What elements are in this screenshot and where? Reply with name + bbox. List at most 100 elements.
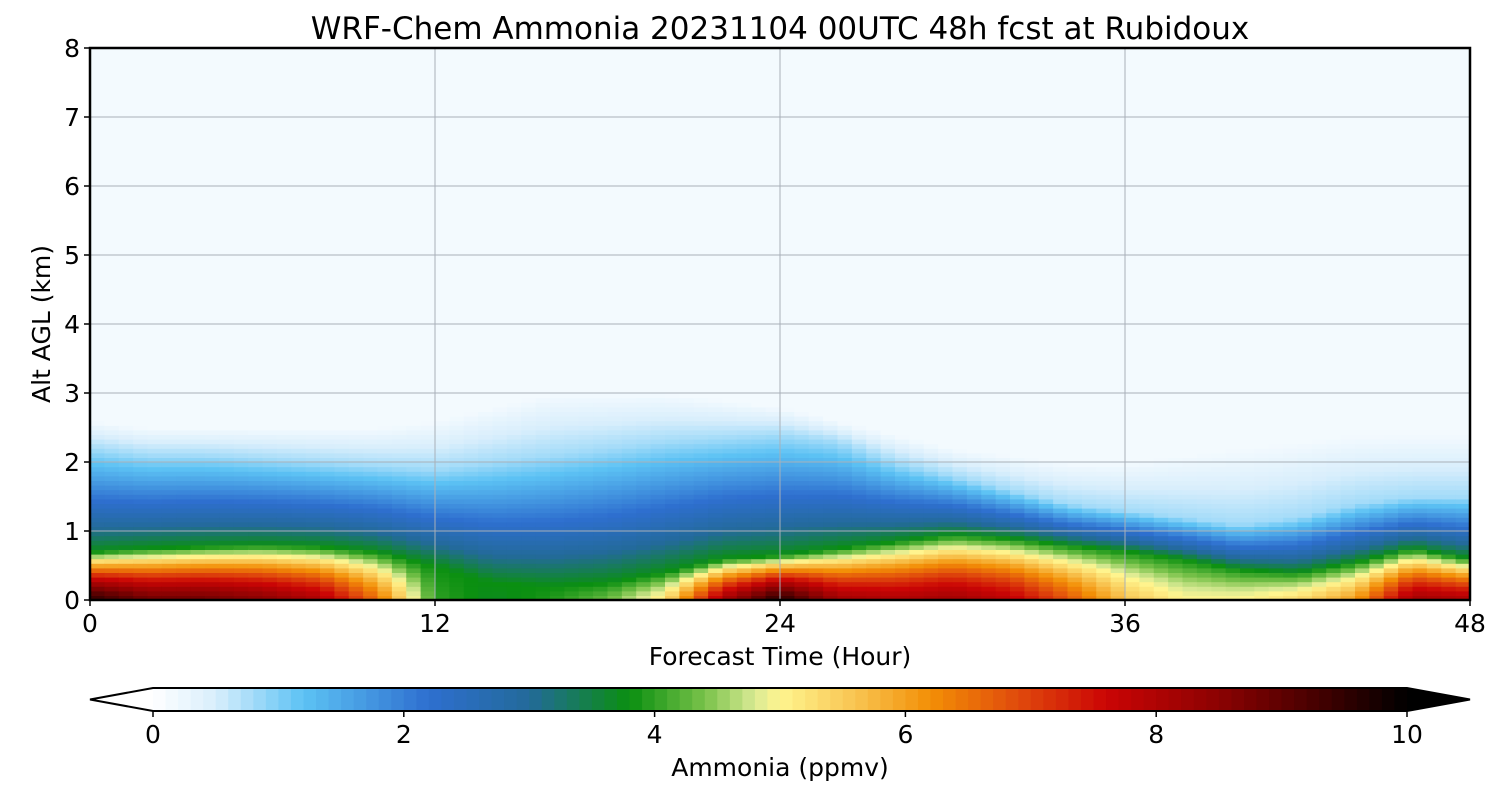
field-cell: [1441, 535, 1457, 541]
field-cell: [1168, 563, 1184, 569]
field-cell: [1426, 586, 1442, 592]
field-cell: [449, 471, 465, 477]
field-cell: [593, 485, 609, 491]
field-cell: [90, 411, 105, 417]
field-cell: [291, 434, 307, 440]
field-cell: [995, 498, 1011, 504]
field-cell: [435, 439, 450, 445]
field-cell: [521, 480, 537, 486]
field-cell: [420, 531, 436, 537]
field-cell: [463, 411, 479, 417]
field-cell: [1168, 549, 1184, 555]
field-cell: [377, 595, 393, 601]
field-cell: [1110, 420, 1126, 426]
field-cell: [1240, 393, 1255, 399]
field-cell: [420, 508, 436, 514]
field-cell: [880, 462, 896, 468]
field-cell: [348, 540, 364, 546]
field-cell: [276, 434, 292, 440]
field-cell: [118, 466, 134, 472]
field-cell: [851, 517, 867, 523]
colorbar-swatch: [1093, 688, 1107, 711]
field-cell: [435, 379, 450, 385]
field-cell: [320, 549, 335, 555]
field-cell: [233, 563, 249, 569]
field-cell: [1010, 429, 1025, 435]
field-cell: [233, 581, 249, 587]
field-cell: [262, 397, 278, 403]
field-cell: [291, 517, 307, 523]
field-cell: [1283, 498, 1299, 504]
field-cell: [391, 494, 407, 500]
field-cell: [291, 462, 307, 468]
field-cell: [909, 393, 925, 399]
field-cell: [205, 567, 220, 573]
field-cell: [636, 439, 652, 445]
field-cell: [334, 512, 350, 518]
field-cell: [1240, 434, 1255, 440]
field-cell: [90, 577, 105, 583]
field-cell: [866, 586, 882, 592]
field-cell: [1326, 531, 1342, 537]
field-cell: [1139, 540, 1155, 546]
field-cell: [104, 429, 120, 435]
field-cell: [1182, 540, 1198, 546]
field-cell: [837, 434, 853, 440]
field-cell: [435, 429, 450, 435]
field-cell: [1441, 475, 1457, 481]
colorbar-swatch: [316, 688, 330, 711]
field-cell: [938, 544, 954, 550]
field-cell: [1355, 448, 1370, 454]
field-cell: [866, 420, 882, 426]
field-cell: [607, 485, 623, 491]
field-cell: [334, 471, 350, 477]
field-cell: [550, 595, 565, 601]
field-cell: [851, 595, 867, 601]
field-cell: [1426, 581, 1442, 587]
field-cell: [593, 544, 609, 550]
colorbar-swatch: [466, 688, 480, 711]
field-cell: [895, 521, 910, 527]
field-cell: [722, 558, 738, 564]
field-cell: [636, 577, 652, 583]
field-cell: [118, 563, 134, 569]
field-cell: [535, 406, 551, 412]
field-cell: [693, 489, 709, 495]
field-cell: [665, 590, 680, 596]
field-cell: [722, 586, 738, 592]
field-cell: [521, 544, 537, 550]
field-cell: [679, 554, 695, 560]
field-cell: [851, 558, 867, 564]
field-cell: [550, 383, 565, 389]
field-cell: [1326, 471, 1342, 477]
field-cell: [665, 383, 680, 389]
field-cell: [593, 595, 609, 601]
field-cell: [1096, 521, 1112, 527]
field-cell: [665, 526, 680, 532]
field-cell: [133, 521, 149, 527]
field-cell: [391, 416, 407, 422]
field-cell: [1182, 498, 1198, 504]
field-cell: [478, 393, 494, 399]
field-cell: [794, 480, 810, 486]
field-cell: [621, 485, 637, 491]
field-cell: [1383, 420, 1399, 426]
field-cell: [650, 572, 666, 578]
field-cell: [780, 402, 795, 408]
field-cell: [1168, 425, 1184, 431]
field-cell: [248, 535, 264, 541]
field-cell: [420, 512, 436, 518]
field-cell: [1168, 544, 1184, 550]
field-cell: [1369, 494, 1385, 500]
field-cell: [133, 535, 149, 541]
field-cell: [808, 535, 824, 541]
field-cell: [1125, 540, 1140, 546]
field-cell: [133, 554, 149, 560]
field-cell: [708, 572, 724, 578]
field-cell: [1254, 448, 1270, 454]
field-cell: [348, 503, 364, 509]
field-cell: [837, 549, 853, 555]
field-cell: [1326, 567, 1342, 573]
field-cell: [1340, 586, 1356, 592]
field-cell: [665, 498, 680, 504]
